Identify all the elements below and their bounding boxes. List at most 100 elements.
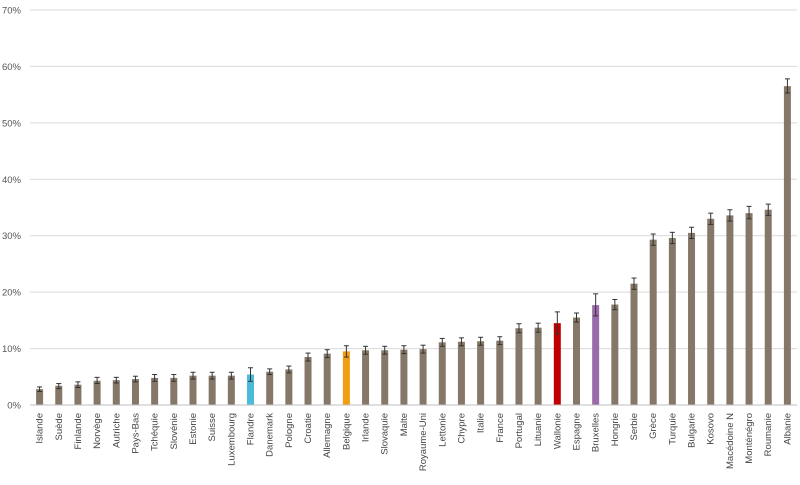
error-bar <box>286 365 292 374</box>
error-bar <box>554 311 560 335</box>
x-tick-label: Grèce <box>648 413 659 439</box>
bar-espagne <box>572 317 580 405</box>
x-tick-label: Belgique <box>341 413 352 450</box>
bar-france <box>496 340 504 405</box>
bar-slovénie <box>170 377 178 405</box>
x-tick-label: Macédoine N <box>725 413 736 469</box>
x-tick-label: Suisse <box>207 413 218 442</box>
x-tick-label: Flandre <box>246 413 257 445</box>
bar-irlande <box>362 350 370 405</box>
x-tick-label: Bruxelles <box>591 413 602 452</box>
y-tick-label: 0% <box>7 401 21 412</box>
error-bar <box>37 386 43 392</box>
x-tick-label: Hongrie <box>610 413 621 446</box>
x-tick-label: Bulgarie <box>687 413 698 448</box>
y-tick-label: 60% <box>2 62 22 73</box>
bar-tchéquie <box>151 377 159 405</box>
bar-suisse <box>208 375 216 405</box>
error-bar <box>324 349 330 359</box>
error-bar <box>535 322 541 333</box>
bar-macédoine-n <box>726 215 734 405</box>
bar-bruxelles <box>592 305 600 405</box>
error-bar <box>516 323 522 334</box>
bar-serbie <box>630 283 638 405</box>
x-axis-category-labels: Islande Suède Finlande Norvège Autriche Pays-… <box>35 413 794 471</box>
x-tick-label: Allemagne <box>322 413 333 458</box>
error-bar <box>746 205 752 220</box>
error-bar <box>631 277 637 290</box>
error-bar <box>612 298 618 311</box>
y-tick-label: 70% <box>2 6 22 17</box>
error-bar <box>343 345 349 358</box>
x-tick-label: Luxembourg <box>226 413 237 466</box>
x-tick-label: Portugal <box>514 413 525 448</box>
bar-grèce <box>649 239 657 405</box>
bar-norvège <box>93 380 101 405</box>
bar-lituanie <box>534 327 542 405</box>
x-tick-label: France <box>495 413 506 443</box>
x-tick-label: Italie <box>476 413 487 433</box>
error-bar <box>382 345 388 355</box>
error-bar <box>784 78 790 94</box>
error-bar <box>190 371 196 380</box>
x-tick-label: Roumanie <box>763 413 774 456</box>
error-bar <box>689 226 695 240</box>
error-bar <box>401 345 407 355</box>
x-tick-label: Wallonie <box>552 413 563 449</box>
bar-allemagne <box>323 353 331 405</box>
error-bar <box>132 375 138 383</box>
x-tick-label: Monténégro <box>744 413 755 464</box>
bar-belgique <box>342 351 350 405</box>
x-tick-label: Chypre <box>456 413 467 444</box>
bar-islande <box>36 389 44 405</box>
gridlines <box>30 9 797 350</box>
error-bar <box>171 374 177 382</box>
bar-turquie <box>668 237 676 405</box>
error-bar <box>497 336 503 346</box>
bar-danemark <box>266 371 274 405</box>
bar-hongrie <box>611 304 619 405</box>
bar-bulgarie <box>688 232 696 405</box>
y-tick-label: 30% <box>2 231 22 242</box>
x-tick-label: Malte <box>399 413 410 436</box>
x-tick-label: Espagne <box>571 413 582 451</box>
error-bars <box>37 78 790 392</box>
bar-italie <box>477 341 485 405</box>
error-bar <box>708 212 714 225</box>
error-bar <box>267 368 273 376</box>
bar-roumanie <box>764 209 772 405</box>
error-bar <box>573 312 579 323</box>
error-bar <box>669 231 675 245</box>
y-tick-label: 50% <box>2 118 22 129</box>
y-tick-label: 10% <box>2 344 22 355</box>
x-tick-label: Serbie <box>629 413 640 440</box>
error-bar <box>727 209 733 222</box>
x-tick-label: Islande <box>35 413 46 444</box>
bars <box>36 86 791 405</box>
x-tick-label: Turquie <box>667 413 678 445</box>
x-tick-label: Slovaquie <box>380 413 391 455</box>
x-tick-label: Pays-Bas <box>130 413 141 454</box>
x-tick-label: Finlande <box>73 413 84 449</box>
bar-finlande <box>74 384 82 405</box>
bar-croatie <box>304 357 312 405</box>
x-tick-label: Tchéquie <box>150 413 161 451</box>
x-tick-label: Autriche <box>111 413 122 448</box>
error-bar <box>420 344 426 354</box>
bar-kosovo <box>707 218 715 405</box>
x-tick-label: Pologne <box>284 413 295 448</box>
error-bar <box>56 383 62 390</box>
bar-luxembourg <box>227 375 235 405</box>
error-bar <box>152 374 158 382</box>
y-axis-tick-labels: 0% 10% 20% 30% 40% 50% 60% 70% <box>2 6 22 412</box>
x-tick-label: Albanie <box>782 413 793 445</box>
bar-royaume-uni <box>419 349 427 405</box>
error-bar <box>478 336 484 346</box>
x-tick-label: Croatie <box>303 413 314 444</box>
error-bar <box>209 371 215 380</box>
bar-flandre <box>247 374 255 405</box>
error-bar <box>228 371 234 380</box>
x-tick-label: Lettonie <box>437 413 448 447</box>
error-bar <box>458 337 464 347</box>
